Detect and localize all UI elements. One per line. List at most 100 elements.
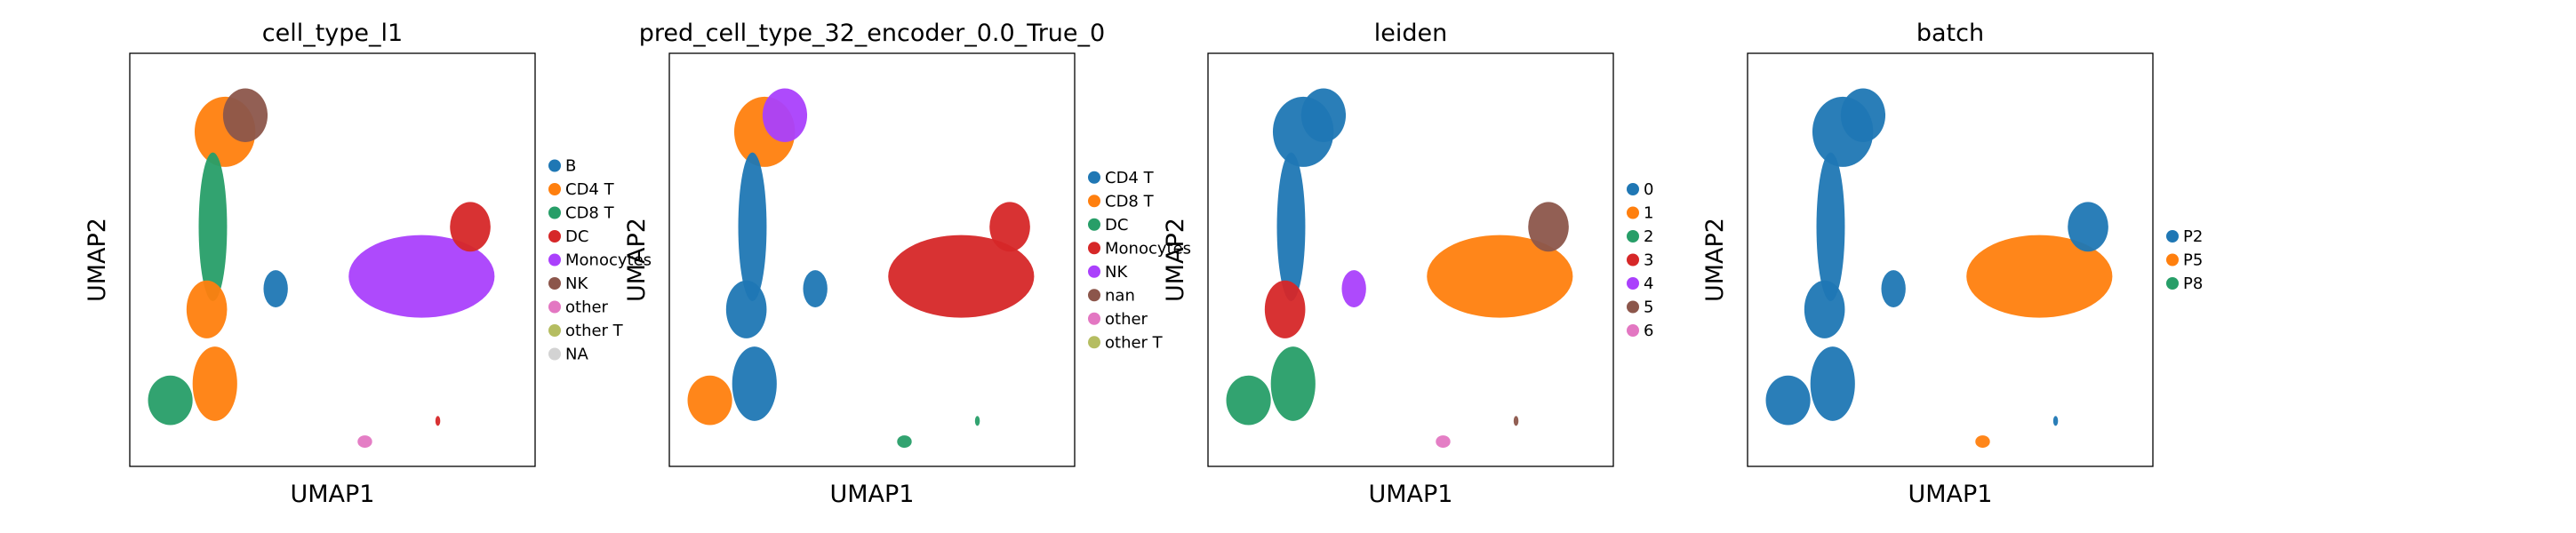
legend-marker bbox=[548, 206, 561, 219]
cluster-smB bbox=[1881, 270, 1906, 307]
legend-label: 3 bbox=[1644, 251, 1653, 270]
cluster-tiny2 bbox=[435, 416, 441, 426]
legend-label: 6 bbox=[1644, 322, 1653, 340]
panel-4: batch UMAP1 UMAP2 P2 P5 P8 bbox=[1701, 20, 2203, 508]
cluster-tail bbox=[450, 202, 491, 252]
legend-marker bbox=[548, 300, 561, 314]
legend-label: B bbox=[565, 157, 576, 176]
legend-marker bbox=[1627, 300, 1639, 314]
legend-label: CD8 T bbox=[565, 204, 615, 223]
cluster-smB bbox=[263, 270, 288, 307]
panel-title: pred_cell_type_32_encoder_0.0_True_0 bbox=[639, 20, 1105, 47]
legend-marker bbox=[1627, 277, 1639, 290]
legend-label: P5 bbox=[2183, 251, 2203, 270]
cluster-mid bbox=[1804, 280, 1845, 338]
legend-label: 5 bbox=[1644, 298, 1653, 317]
legend-marker bbox=[2166, 230, 2179, 243]
legend-label: other T bbox=[565, 322, 624, 340]
cluster-stem bbox=[738, 152, 767, 301]
legend-label: NK bbox=[565, 274, 588, 293]
legend: CD4 T CD8 T DC Monocytes NK nan other other T bbox=[1088, 169, 1191, 352]
cluster-lowL bbox=[1226, 375, 1271, 426]
legend-label: P2 bbox=[2183, 227, 2203, 246]
legend-label: other bbox=[1105, 310, 1148, 329]
legend-marker bbox=[548, 347, 561, 361]
cluster-mid bbox=[186, 280, 228, 338]
legend-label: NA bbox=[565, 346, 588, 364]
cluster-smB bbox=[1341, 270, 1366, 307]
legend-label: 1 bbox=[1644, 204, 1653, 223]
cluster-tail bbox=[1528, 202, 1569, 252]
y-axis-label: UMAP2 bbox=[1162, 218, 1189, 302]
legend-marker bbox=[1088, 195, 1100, 208]
legend: P2 P5 P8 bbox=[2166, 227, 2203, 293]
legend-label: 4 bbox=[1644, 274, 1653, 293]
cluster-mid bbox=[1264, 280, 1306, 338]
legend: B CD4 T CD8 T DC Monocytes NK other other T NA bbox=[548, 157, 652, 364]
legend-marker bbox=[1088, 242, 1100, 255]
cluster-tail bbox=[2068, 202, 2108, 252]
legend-marker bbox=[1088, 336, 1100, 349]
legend-marker bbox=[1627, 230, 1639, 243]
cluster-tiny1 bbox=[1975, 435, 1990, 449]
legend-marker bbox=[548, 230, 561, 243]
legend: 0 1 2 3 4 5 6 bbox=[1627, 180, 1653, 340]
panel-title: cell_type_l1 bbox=[262, 20, 403, 47]
x-axis-label: UMAP1 bbox=[830, 481, 915, 508]
cluster-low bbox=[1270, 346, 1316, 421]
panel-title: leiden bbox=[1374, 20, 1447, 47]
panel-1: cell_type_l1 UMAP1 UMAP2 B CD4 T CD8 T DC Monoc… bbox=[84, 20, 652, 508]
legend-marker bbox=[1088, 171, 1100, 184]
legend-marker bbox=[1627, 183, 1639, 195]
cluster-lowL bbox=[148, 375, 193, 426]
cluster-lowL bbox=[1765, 375, 1811, 426]
cluster-tiny2 bbox=[2052, 416, 2059, 426]
cluster-mono bbox=[348, 235, 495, 318]
panel-3: leiden UMAP1 UMAP2 0 1 2 3 4 5 6 bbox=[1162, 20, 1653, 508]
y-axis-label: UMAP2 bbox=[1701, 218, 1729, 302]
x-axis-label: UMAP1 bbox=[291, 481, 375, 508]
cluster-mono bbox=[1966, 235, 2113, 318]
cluster-tiny2 bbox=[974, 416, 980, 426]
y-axis-label: UMAP2 bbox=[623, 218, 651, 302]
legend-label: NK bbox=[1105, 263, 1128, 282]
x-axis-label: UMAP1 bbox=[1369, 481, 1453, 508]
legend-marker bbox=[1627, 324, 1639, 337]
legend-marker bbox=[1627, 253, 1639, 266]
cluster-tiny1 bbox=[357, 435, 372, 449]
legend-label: DC bbox=[1105, 216, 1128, 235]
legend-label: nan bbox=[1105, 286, 1135, 305]
legend-marker bbox=[2166, 253, 2179, 266]
legend-label: other bbox=[565, 298, 609, 317]
legend-label: CD4 T bbox=[565, 180, 615, 199]
legend-marker bbox=[1088, 289, 1100, 302]
cluster-smB bbox=[803, 270, 828, 307]
legend-label: 0 bbox=[1644, 180, 1653, 199]
cluster-tail bbox=[989, 202, 1030, 252]
cluster-topR bbox=[222, 88, 268, 142]
axes-frame bbox=[1207, 52, 1614, 467]
legend-label: P8 bbox=[2183, 274, 2203, 293]
legend-label: DC bbox=[565, 227, 588, 246]
cluster-topR bbox=[1300, 88, 1347, 142]
legend-marker bbox=[1088, 265, 1100, 278]
cluster-lowL bbox=[687, 375, 732, 426]
axes-frame bbox=[129, 52, 536, 467]
legend-label: 2 bbox=[1644, 227, 1653, 246]
legend-label: other T bbox=[1105, 333, 1164, 352]
legend-label: CD4 T bbox=[1105, 169, 1155, 187]
panel-2: pred_cell_type_32_encoder_0.0_True_0 UMAP… bbox=[623, 20, 1191, 508]
legend-marker bbox=[548, 324, 561, 337]
cluster-stem bbox=[1816, 152, 1845, 301]
legend-marker bbox=[1088, 218, 1100, 231]
cluster-low bbox=[732, 346, 777, 421]
legend-label: Monocytes bbox=[1105, 239, 1191, 258]
cluster-stem bbox=[198, 152, 228, 301]
cluster-mono bbox=[888, 235, 1035, 318]
legend-marker bbox=[548, 253, 561, 266]
cluster-mid bbox=[725, 280, 767, 338]
cluster-mono bbox=[1427, 235, 1573, 318]
y-axis-label: UMAP2 bbox=[84, 218, 111, 302]
legend-marker bbox=[548, 277, 561, 290]
